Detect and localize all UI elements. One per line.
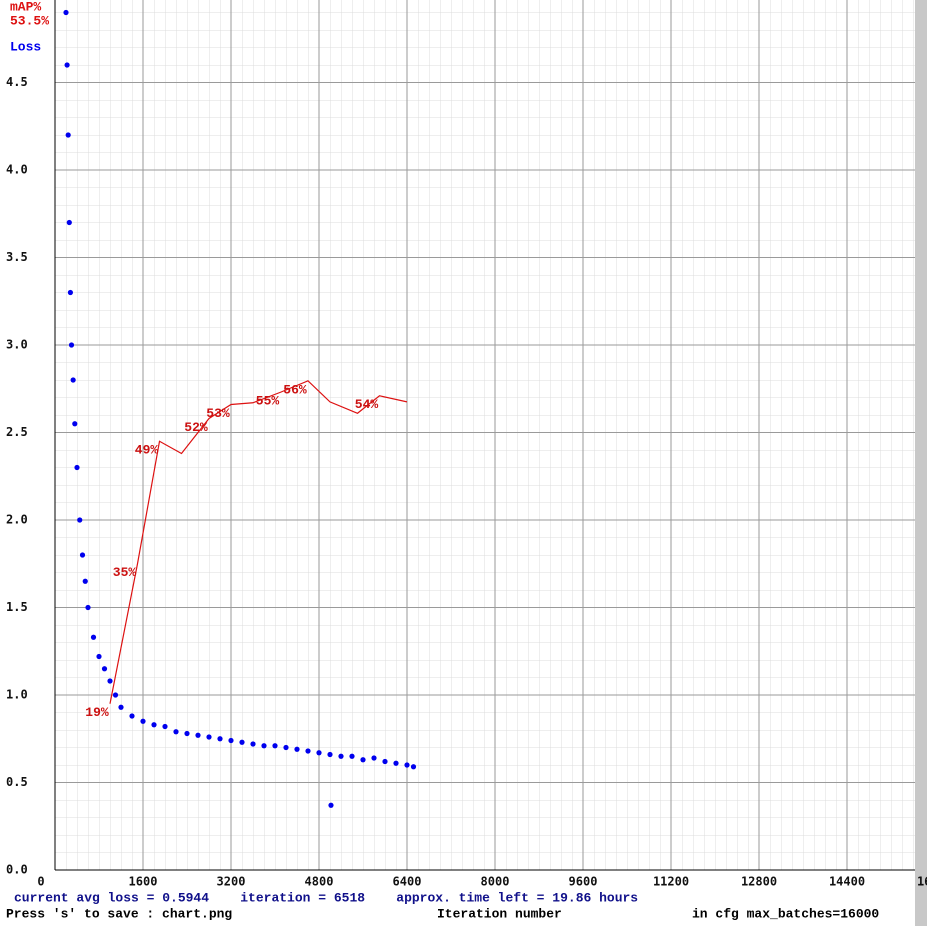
x-tick-label: 8000 <box>481 875 510 889</box>
y-tick-label: 0.0 <box>6 863 28 877</box>
x-tick-label: 0 <box>37 875 44 889</box>
loss-point <box>70 377 76 383</box>
loss-point <box>112 692 119 698</box>
x-tick-label: 1600 <box>129 875 158 889</box>
y-tick-label: 2.5 <box>6 425 28 439</box>
x-tick-label: 9600 <box>569 875 598 889</box>
data-label: 54% <box>355 397 379 412</box>
loss-point <box>349 753 355 759</box>
loss-point <box>67 289 73 296</box>
x-tick-label: 3200 <box>217 875 246 889</box>
loss-point <box>79 552 86 558</box>
loss-point <box>151 722 157 728</box>
loss-point <box>66 219 72 226</box>
y-tick-label: 2.0 <box>6 513 28 527</box>
loss-point <box>272 743 278 749</box>
current-map: 53.5% <box>10 13 49 28</box>
loss-point <box>294 746 300 752</box>
data-label: 53% <box>206 406 230 421</box>
x-tick-label: 16000 <box>917 875 927 889</box>
loss-point <box>90 634 97 640</box>
data-label: 56% <box>283 382 307 397</box>
y-tick-label: 0.5 <box>6 775 28 789</box>
y-axis-label: Loss <box>10 39 41 54</box>
y2-axis-label: mAP% <box>10 0 41 14</box>
loss-point <box>239 739 245 745</box>
loss-point <box>82 578 88 584</box>
loss-point <box>283 744 289 751</box>
loss-point <box>371 755 377 761</box>
loss-point <box>217 736 223 742</box>
x-tick-label: 4800 <box>305 875 334 889</box>
loss-point <box>140 718 146 724</box>
loss-point <box>68 342 75 348</box>
minor-grid <box>55 0 927 870</box>
data-label: 35% <box>113 565 137 580</box>
loss-point <box>96 653 102 660</box>
y-tick-label: 1.5 <box>6 600 28 614</box>
loss-point <box>195 732 201 738</box>
loss-point <box>184 730 190 737</box>
status-line: current avg loss = 0.5944 iteration = 65… <box>14 890 638 905</box>
y-tick-label: 4.5 <box>6 75 28 89</box>
loss-point <box>410 764 417 770</box>
x-tick-label: 6400 <box>393 875 422 889</box>
data-label: 19% <box>85 705 109 720</box>
scrollbar <box>915 0 927 926</box>
map-line <box>109 380 408 704</box>
loss-point <box>72 421 78 427</box>
save-hint: Press 's' to save : chart.png <box>6 906 232 921</box>
data-label: 52% <box>184 420 208 435</box>
x-tick-label: 12800 <box>741 875 777 889</box>
data-label: 55% <box>256 394 280 409</box>
y-tick-label: 3.0 <box>6 338 28 352</box>
data-label: 49% <box>135 443 159 458</box>
loss-point <box>162 723 168 730</box>
y-tick-label: 4.0 <box>6 163 28 177</box>
loss-point <box>328 802 334 808</box>
loss-point <box>360 757 366 763</box>
loss-point <box>77 517 83 523</box>
loss-point <box>74 464 80 471</box>
x-axis-label: Iteration number <box>437 906 562 921</box>
loss-point <box>173 729 179 735</box>
loss-point <box>327 751 333 758</box>
loss-point <box>206 734 212 740</box>
loss-point <box>64 62 70 68</box>
loss-point <box>129 713 135 719</box>
loss-point <box>228 737 234 744</box>
x-tick-label: 14400 <box>829 875 865 889</box>
loss-point <box>393 760 399 766</box>
loss-point <box>118 704 124 710</box>
loss-point <box>85 604 91 611</box>
loss-point <box>316 750 322 756</box>
loss-point <box>305 748 311 754</box>
loss-point <box>107 678 113 684</box>
loss-point <box>250 741 256 747</box>
y-tick-label: 3.5 <box>6 250 28 264</box>
max-batches: in cfg max_batches=16000 <box>692 906 879 921</box>
loss-point <box>63 9 69 16</box>
loss-point <box>261 743 267 749</box>
x-tick-label: 11200 <box>653 875 689 889</box>
loss-point <box>404 762 410 768</box>
loss-point <box>65 132 71 138</box>
loss-point <box>382 758 388 765</box>
y-tick-label: 1.0 <box>6 688 28 702</box>
loss-point <box>101 666 108 672</box>
loss-point <box>338 753 344 759</box>
